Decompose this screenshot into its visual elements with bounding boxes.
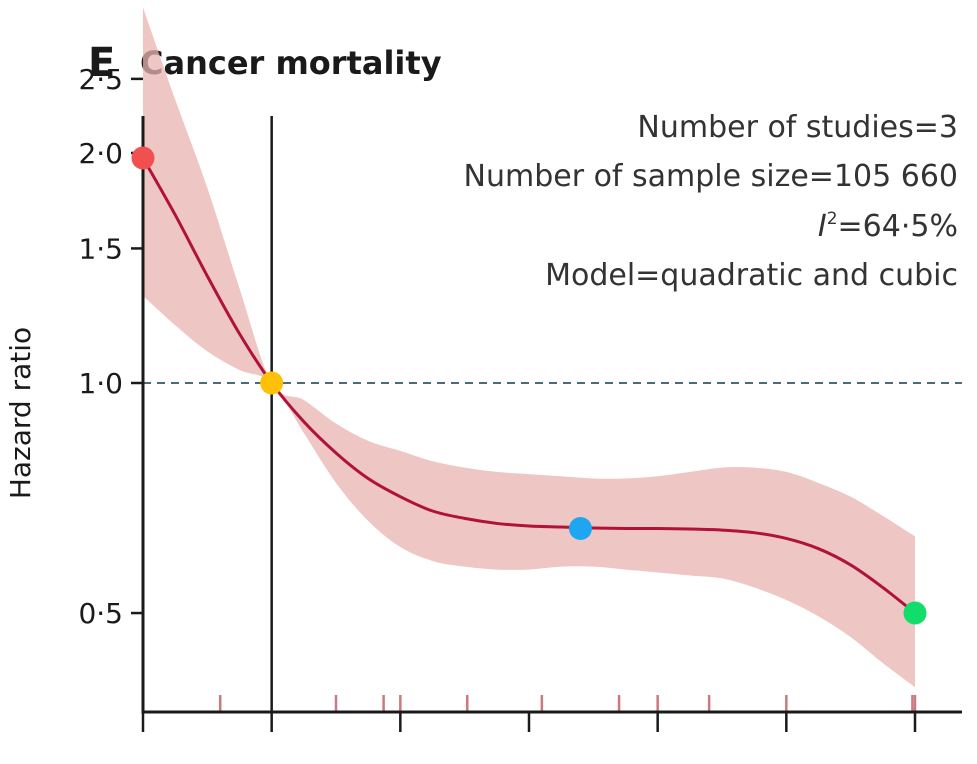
y-tick-label: 1·0 [78,367,123,400]
y-tick-label: 2·5 [78,63,123,96]
highlight-point [568,517,592,541]
highlight-point [131,146,155,170]
annotation-line: I2=64·5% [818,209,958,244]
y-tick-label: 0·5 [78,597,123,630]
rug-marks [218,695,917,711]
annotation-line: Model=quadratic and cubic [545,258,958,293]
annotation-line: Number of studies=3 [637,110,958,145]
highlight-points [131,146,927,625]
y-tick-label: 1·5 [78,232,123,265]
x-axis-ticks [141,712,917,732]
confidence-band [143,7,915,688]
highlight-point [903,601,927,625]
y-axis-label: Hazard ratio [4,327,37,499]
y-tick-label: 2·0 [78,137,123,170]
annotation-block: Number of studies=3 Number of sample size… [464,110,958,293]
annotation-line: Number of sample size=105 660 [464,159,958,194]
panel-title: Cancer mortality [140,44,442,82]
panel-letter: E [88,40,115,86]
y-axis-ticks: 0·5 1·0 1·5 2·0 2·5 [78,63,143,630]
highlight-point [260,371,284,395]
